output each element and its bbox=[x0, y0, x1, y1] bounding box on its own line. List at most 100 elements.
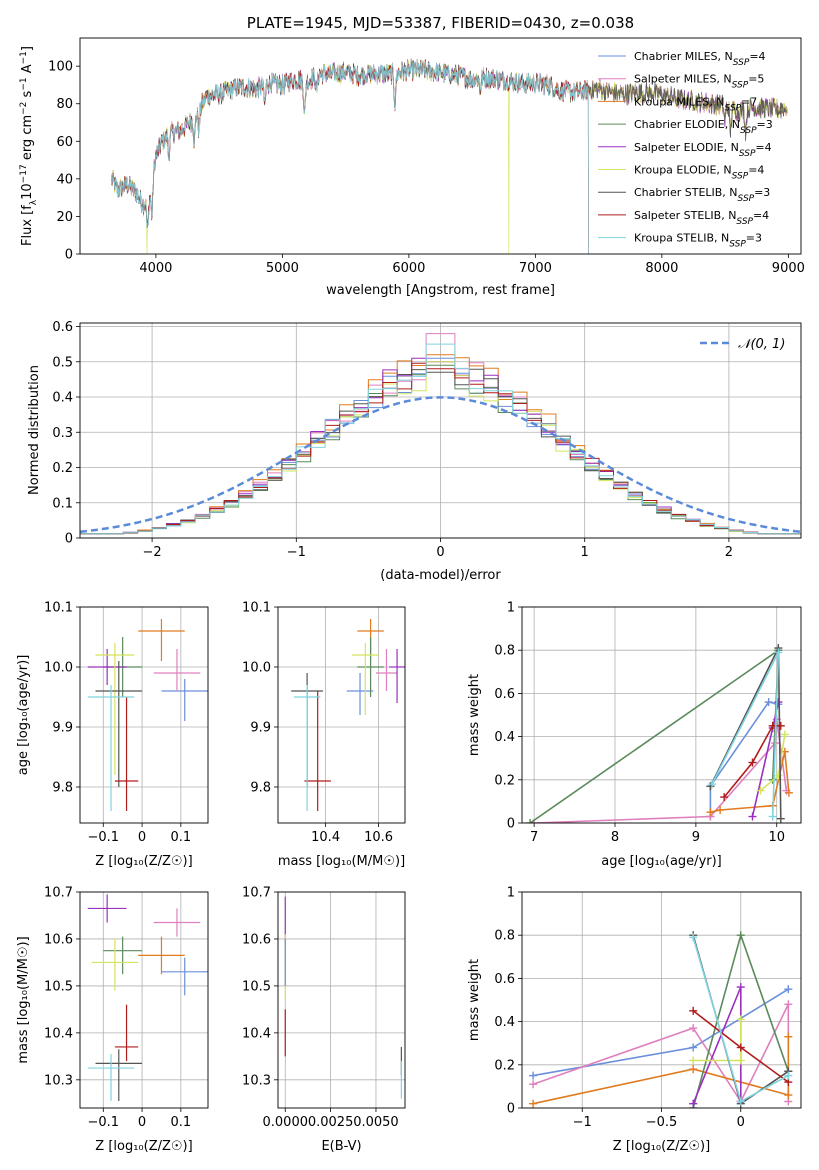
y-tick-label: 10.1 bbox=[242, 601, 271, 616]
label-part: Salpeter ELODIE, N bbox=[634, 141, 739, 154]
y-tick-label: 0.4 bbox=[494, 730, 515, 745]
y-tick-label: 0 bbox=[507, 817, 515, 832]
spectrum-series-line bbox=[111, 57, 788, 254]
x-tick-label: 9000 bbox=[772, 261, 805, 276]
y-tick-label: 9.8 bbox=[52, 781, 73, 796]
label-part: SSP bbox=[738, 194, 755, 204]
errorbars bbox=[291, 619, 405, 811]
x-tick-label: 0.0025 bbox=[308, 1115, 354, 1130]
label-part: SSP bbox=[732, 172, 749, 182]
legend-label: Chabrier MILES, NSSP=4 bbox=[634, 50, 766, 68]
y-tick-label: 10.5 bbox=[242, 979, 271, 994]
y-tick-label: 10.4 bbox=[44, 1026, 73, 1041]
x-tick-label: 0.0000 bbox=[263, 1115, 309, 1130]
axes-frame bbox=[521, 891, 802, 1109]
legend-label: Kroupa STELIB, NSSP=3 bbox=[634, 232, 762, 250]
weight-lines bbox=[526, 644, 793, 823]
label-part: Kroupa MILES, N bbox=[634, 95, 724, 108]
label-part: −17 bbox=[19, 164, 29, 183]
x-tick-label: 10 bbox=[768, 830, 785, 845]
x-axis-label: E(B-V) bbox=[321, 1139, 361, 1154]
spectrum-panel: 4000 5000 6000 7000 8000 9000 0 20 40 60 80 100 PLAT… bbox=[19, 14, 805, 298]
weight-lines bbox=[529, 931, 793, 1108]
y-tick-label: 0.2 bbox=[52, 461, 73, 476]
label-part: Salpeter MILES, N bbox=[634, 73, 732, 86]
label-part: =4 bbox=[748, 164, 764, 177]
legend-label: Salpeter STELIB, NSSP=4 bbox=[634, 209, 769, 227]
y-tick-label: 20 bbox=[56, 210, 73, 225]
x-tick-label: 7000 bbox=[519, 261, 552, 276]
x-axis-label: Z [log₁₀(Z/Z☉)] bbox=[95, 854, 192, 869]
y-tick-label: 0 bbox=[65, 248, 73, 263]
axes-frame bbox=[521, 606, 802, 824]
x-tick-label: 1 bbox=[581, 545, 589, 560]
y-tick-label: 1 bbox=[507, 886, 515, 901]
label-part: Chabrier MILES, N bbox=[634, 50, 733, 63]
label-part: ] bbox=[20, 46, 35, 51]
x-tick-label: 6000 bbox=[392, 261, 425, 276]
legend-label: Kroupa ELODIE, NSSP=4 bbox=[634, 164, 764, 182]
x-tick-label: 0.0050 bbox=[353, 1115, 399, 1130]
y-tick-label: 9.9 bbox=[250, 721, 271, 736]
label-part: Chabrier STELIB, N bbox=[634, 186, 738, 199]
label-part: =4 bbox=[755, 141, 771, 154]
label-part: =3 bbox=[757, 118, 773, 131]
x-tick-label: −0.1 bbox=[87, 830, 119, 845]
axes-frame bbox=[79, 322, 802, 539]
axes-frame bbox=[277, 606, 406, 824]
legend-label: Chabrier STELIB, NSSP=3 bbox=[634, 186, 770, 204]
x-tick-label: 7 bbox=[530, 830, 538, 845]
weight-series-line bbox=[532, 988, 789, 1077]
label-part: Flux [f bbox=[20, 205, 35, 246]
x-tick-label: 8 bbox=[611, 830, 619, 845]
age_vs_Z-panel: −0.1 0 0.1 9.8 9.9 10.0 10.1 Z [log₁₀(Z/Z☉)] age… bbox=[16, 601, 209, 869]
x-tick-label: −0.5 bbox=[646, 1115, 678, 1130]
x-tick-label: −1 bbox=[573, 1115, 592, 1130]
y-axis-label: mass [log₁₀(M/M☉)] bbox=[16, 936, 31, 1063]
legend-label: 𝒩(0, 1) bbox=[738, 337, 785, 352]
x-axis-label: Z [log₁₀(Z/Z☉)] bbox=[95, 1139, 192, 1154]
weight-series-line bbox=[709, 701, 779, 817]
label-part: SSP bbox=[724, 103, 741, 113]
y-tick-label: 0 bbox=[507, 1102, 515, 1117]
label-part: −2 bbox=[19, 102, 29, 115]
label-part: Kroupa STELIB, N bbox=[634, 232, 729, 245]
weight_vs_Z-panel: −1 −0.5 0 0 0.2 0.4 0.6 0.8 1 Z [log₁₀(Z/Z☉)] mass… bbox=[467, 886, 802, 1154]
x-tick-label: 9 bbox=[692, 830, 700, 845]
y-tick-label: 10.7 bbox=[242, 886, 271, 901]
label-part: 10 bbox=[20, 183, 35, 200]
label-part: =5 bbox=[748, 73, 764, 86]
label-part: −1 bbox=[19, 77, 29, 90]
axes-frame bbox=[79, 891, 209, 1109]
mass_vs_EBV-panel: 0.0000 0.0025 0.0050 10.3 10.4 10.5 10.6 10.7 E(… bbox=[242, 886, 406, 1154]
y-tick-label: 0.6 bbox=[494, 972, 515, 987]
legend-label: Salpeter ELODIE, NSSP=4 bbox=[634, 141, 772, 159]
label-part: λ bbox=[29, 199, 39, 205]
y-tick-label: 10.3 bbox=[242, 1073, 271, 1088]
label-part: SSP bbox=[736, 217, 753, 227]
label-part: =3 bbox=[754, 186, 770, 199]
histogram-step bbox=[80, 343, 801, 535]
histogram-step bbox=[80, 364, 801, 535]
label-part: SSP bbox=[729, 240, 746, 250]
legend-label: Kroupa MILES, NSSP=7 bbox=[634, 95, 757, 113]
y-axis-label: mass weight bbox=[467, 674, 482, 756]
label-part: s bbox=[20, 90, 35, 101]
label-part: −1 bbox=[19, 51, 29, 64]
label-part: SSP bbox=[739, 149, 756, 159]
x-tick-label: 0 bbox=[737, 1115, 745, 1130]
axes-frame bbox=[79, 606, 209, 824]
x-tick-label: 10.6 bbox=[364, 830, 393, 845]
y-tick-label: 10.5 bbox=[44, 979, 73, 994]
y-tick-label: 100 bbox=[48, 60, 73, 75]
x-tick-label: −0.1 bbox=[87, 1115, 119, 1130]
axes-frame bbox=[79, 37, 802, 255]
label-part: SSP bbox=[733, 58, 750, 68]
residuals-panel: −2 −1 0 1 2 0 0.1 0.2 0.3 0.4 0.5 0.6 (data-model)/e… bbox=[27, 320, 802, 583]
y-tick-label: 10.4 bbox=[242, 1026, 271, 1041]
x-tick-label: 4000 bbox=[139, 261, 172, 276]
spectrum-series-line bbox=[111, 58, 589, 254]
x-tick-label: 5000 bbox=[266, 261, 299, 276]
